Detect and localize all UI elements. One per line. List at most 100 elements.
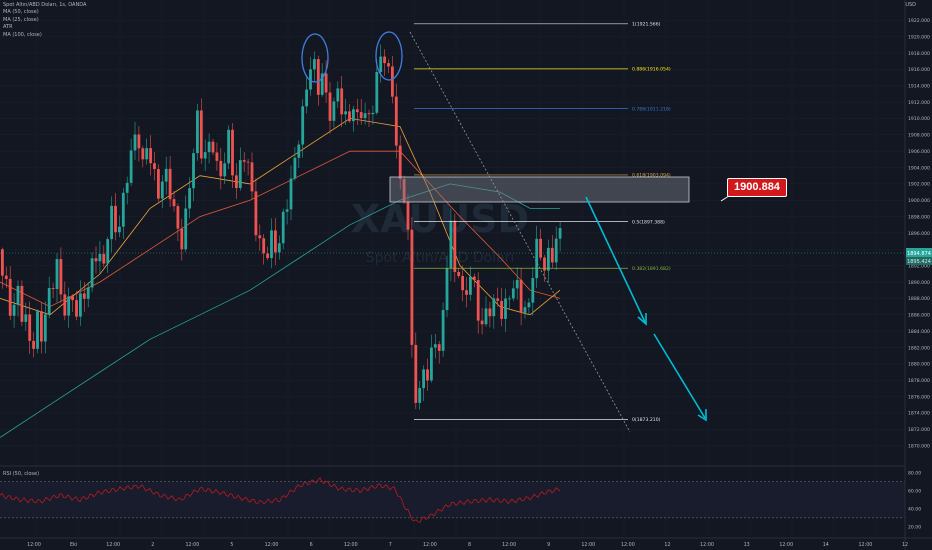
candle-body [32, 340, 35, 349]
top-ellipse-right[interactable] [375, 31, 403, 81]
candle-body [184, 208, 188, 250]
resistance-zone[interactable] [389, 176, 690, 203]
ma50-line [0, 150, 561, 308]
symbol-line[interactable]: Spot Altın/ABD Doları, 1s, OANDA [3, 2, 87, 8]
candle-body [336, 88, 340, 102]
indicator-atr[interactable]: ATR [3, 24, 13, 31]
candle-body [227, 129, 230, 164]
time-tick-label: 12 [902, 542, 908, 548]
price-tick-label: 1922.000 [908, 18, 930, 24]
candle-body [433, 344, 437, 348]
candle-body [406, 202, 410, 230]
time-axis[interactable]: 12:00 Eki 12:00 2 12:00 5 12:00 6 12:00 7 12:00 8 12… [0, 537, 932, 548]
candle-body [8, 278, 12, 316]
fibonacci-retracement[interactable]: 1(1921.566) 0.886(1916.054) 0.786(1911.218… [414, 22, 671, 424]
candle-body [437, 344, 441, 351]
projection-arrow-1[interactable] [585, 196, 647, 326]
candle-body [480, 320, 484, 325]
candle-body [207, 141, 211, 153]
candle-body [363, 113, 367, 119]
candle-body [238, 160, 242, 189]
price-tick-label: 1878.000 [908, 378, 930, 384]
indicator-ma25[interactable]: MA (25, close) [3, 16, 39, 23]
candle-body [118, 226, 121, 233]
candle-body [309, 69, 312, 90]
time-tick-label: 12:00 [779, 542, 793, 548]
candle-body [98, 253, 102, 262]
candle-body [500, 300, 503, 319]
candle-body [484, 308, 488, 325]
candle-body [515, 279, 519, 289]
rsi-tick-label: 80.00 [908, 470, 921, 476]
candle-body [554, 238, 558, 263]
time-tick-label: 12:00 [27, 542, 41, 548]
candle-body [488, 308, 492, 317]
fib-level-label: 0.618(1903.094) [632, 173, 671, 179]
candle-body [320, 73, 324, 95]
rsi-legend[interactable]: RSI (50, close) [3, 471, 40, 477]
candle-body [550, 247, 554, 263]
fib-level-label: 0.382(1891.682) [632, 266, 671, 272]
fib-level-label: 0(1873.210) [632, 417, 661, 423]
candle-body [297, 144, 301, 158]
rsi-band [0, 481, 905, 518]
rsi-panel [0, 476, 905, 523]
rsi-tick-label: 40.00 [908, 507, 921, 513]
time-tick-label: 8 [468, 542, 471, 548]
time-tick-label: 12:00 [265, 542, 279, 548]
top-ellipse-left[interactable] [301, 33, 329, 83]
candle-body [86, 287, 90, 299]
candle-body [67, 296, 71, 316]
candle-body [219, 160, 223, 177]
candle-body [355, 109, 359, 113]
time-tick-label: 12:00 [581, 542, 595, 548]
candle-body [305, 89, 308, 107]
candle-body [387, 63, 390, 67]
indicator-ma50[interactable]: MA (50, close) [3, 9, 39, 16]
candle-body [414, 344, 418, 403]
candle-body [426, 369, 429, 381]
time-tick-label: 12:00 [185, 542, 199, 548]
price-callout[interactable]: 1900.884 [727, 178, 787, 197]
time-tick-label: 12:00 [106, 542, 120, 548]
candle-body [137, 134, 141, 149]
candle-body [149, 148, 152, 164]
candle-body [12, 304, 16, 316]
candle-body [449, 220, 453, 269]
candle-body [375, 71, 379, 113]
candle-body [289, 178, 293, 210]
candle-body [121, 192, 125, 227]
watermark-name: Spot Altın/ABD Doları [366, 250, 515, 266]
time-tick-label: 12:00 [621, 542, 635, 548]
candle-body [4, 275, 8, 279]
candle-body [535, 238, 539, 279]
price-tick-label: 1892.000 [908, 263, 930, 269]
rsi-axis: 80.00 60.00 40.00 20.00 [908, 470, 921, 530]
candle-body [172, 199, 176, 207]
candle-body [141, 148, 145, 160]
currency-label: USD [905, 2, 916, 8]
time-tick-label: 12:00 [344, 542, 358, 548]
price-tick-label: 1876.000 [908, 394, 930, 400]
candle-body [51, 287, 55, 290]
price-tick-label: 1872.000 [908, 427, 930, 433]
time-tick-label: 12 [664, 542, 670, 548]
candle-body [63, 294, 67, 316]
last-price-extra-badge: 1895.424 [906, 257, 932, 265]
candle-body [71, 296, 74, 301]
candle-body [313, 59, 316, 70]
candle-body [164, 168, 168, 182]
fib-level-label: 0.886(1916.054) [632, 67, 671, 73]
trend-line[interactable] [409, 31, 631, 433]
time-tick-label: Eki [70, 542, 77, 548]
candle-body [324, 73, 328, 93]
candle-body [270, 230, 273, 259]
indicator-ma100[interactable]: MA (100, close) [3, 31, 42, 38]
price-axis[interactable]: 1922.000 1920.000 1918.000 1916.000 1914.000… [904, 0, 930, 550]
candle-body [90, 258, 94, 288]
candle-body [508, 298, 511, 300]
candle-body [133, 134, 137, 151]
candle-body [472, 276, 476, 281]
projection-arrow-2[interactable] [653, 333, 707, 422]
